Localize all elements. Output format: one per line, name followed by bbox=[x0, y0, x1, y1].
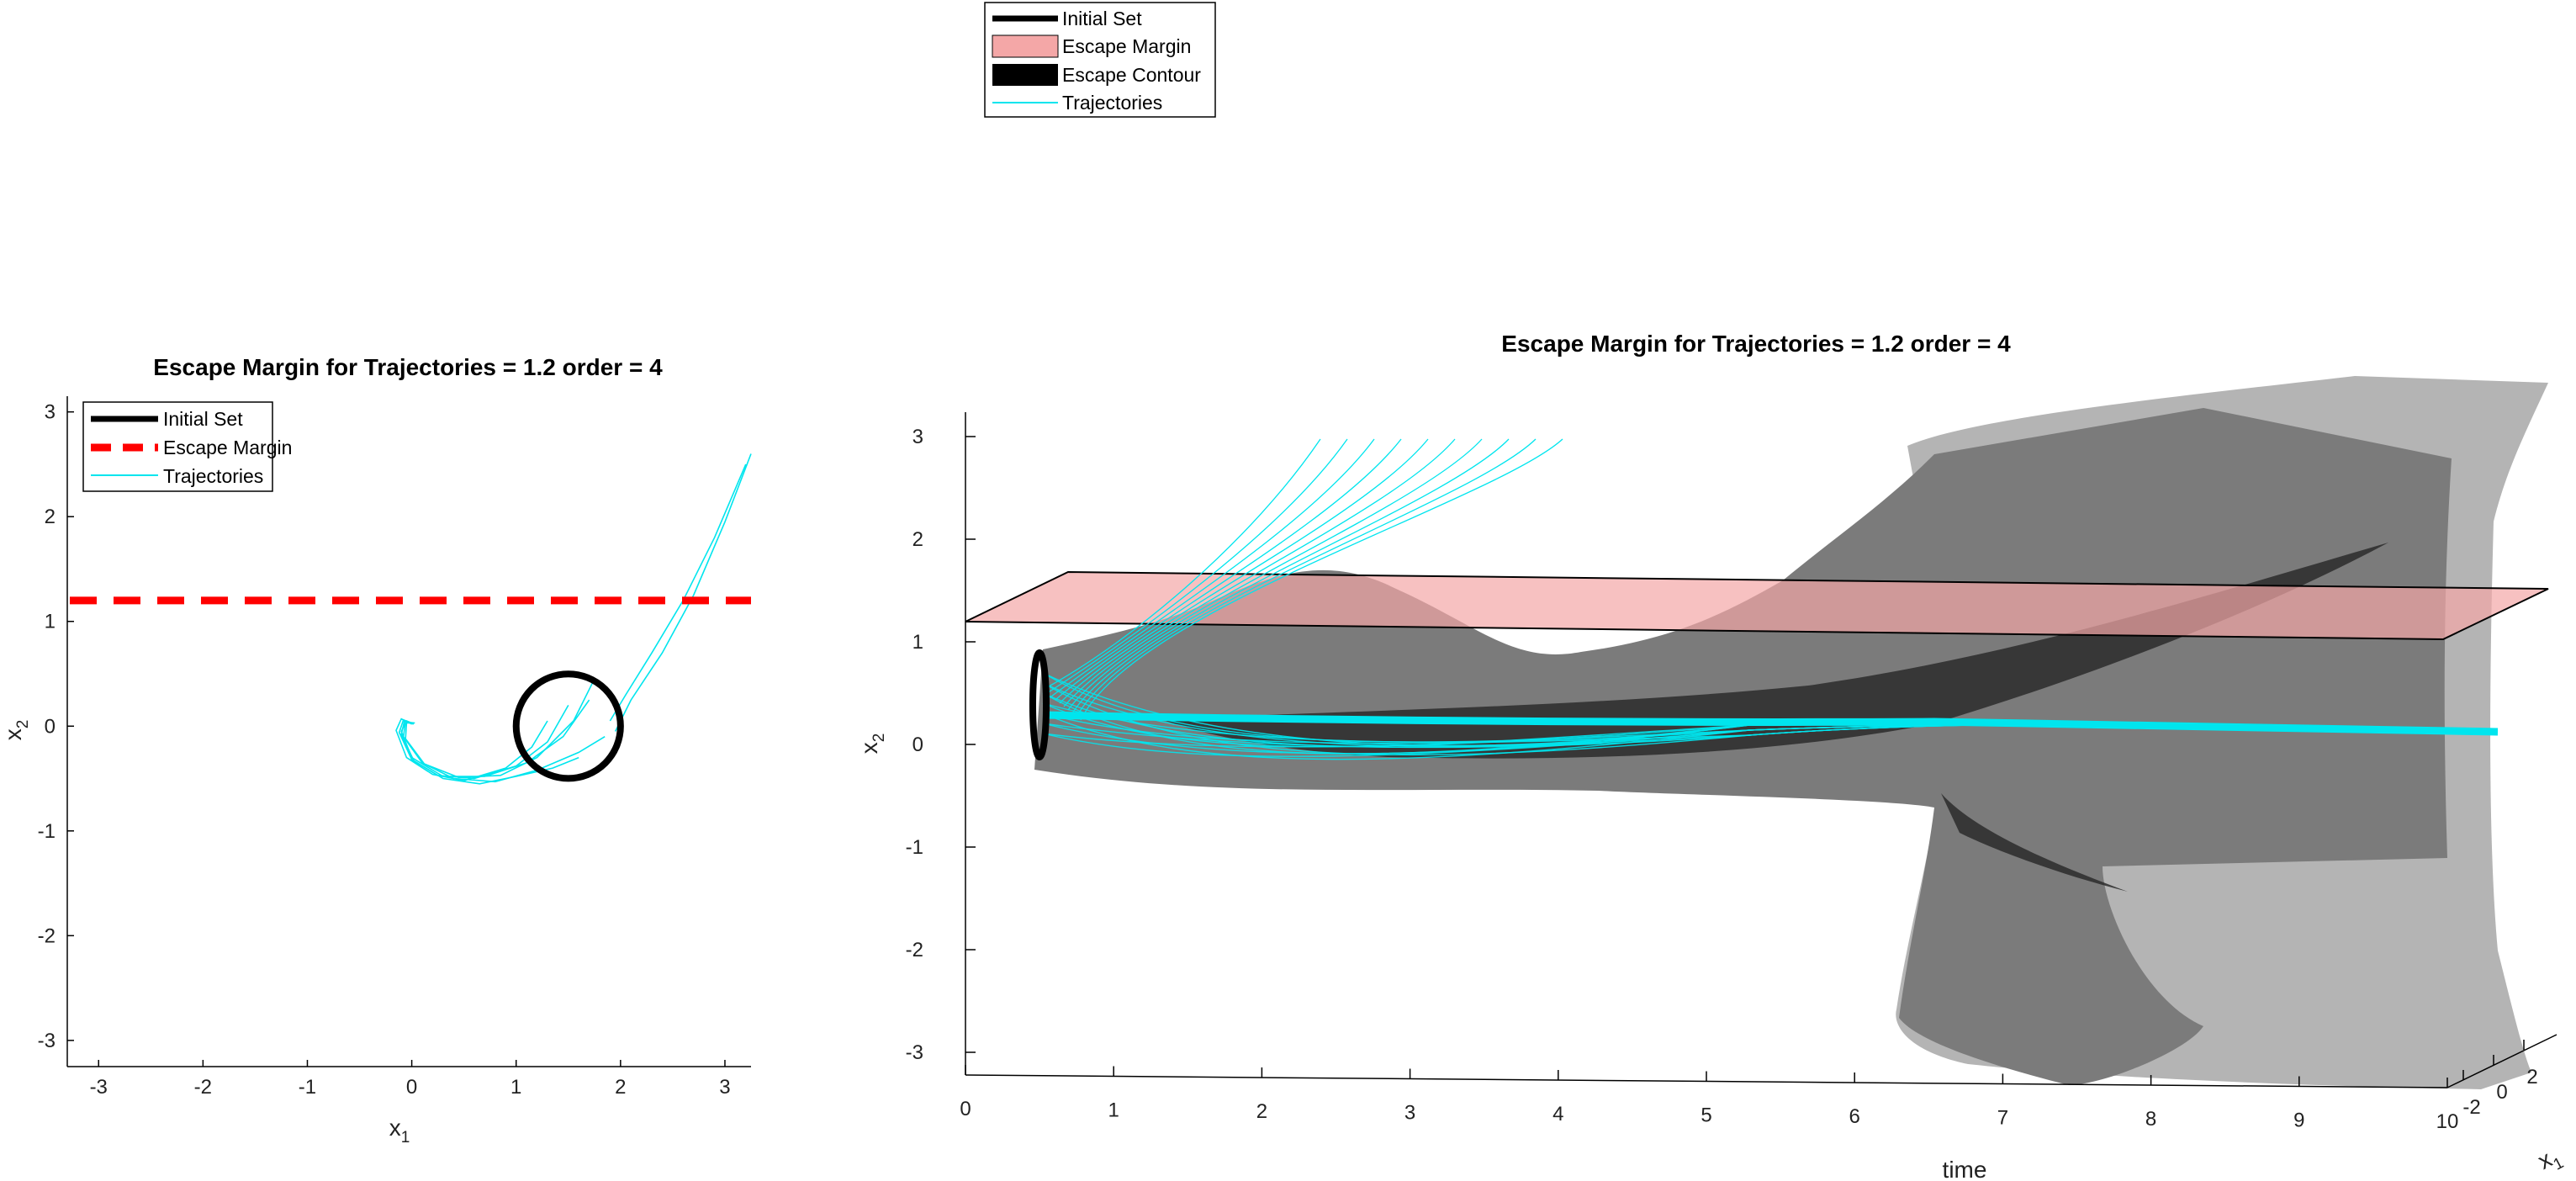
left-x-tick-label: 1 bbox=[510, 1076, 521, 1099]
right-x1-axis bbox=[2446, 1034, 2557, 1088]
right-x2-tick-label: 0 bbox=[912, 733, 923, 756]
right-time-tick-label: 4 bbox=[1552, 1103, 1563, 1125]
right-time-tick-label: 1 bbox=[1108, 1099, 1119, 1122]
trajectory-line bbox=[1076, 438, 1537, 718]
right-x1-axis-label: x1 bbox=[2533, 1141, 2567, 1179]
right-x1-tick-label: -2 bbox=[2462, 1096, 2480, 1119]
left-y-ticks: -3 -2 -1 0 1 2 3 bbox=[38, 401, 74, 1052]
left-y-tick-label: 0 bbox=[45, 715, 56, 738]
trajectory-bundle bbox=[1042, 711, 2499, 736]
trajectory-line bbox=[1071, 438, 1510, 714]
legend-escape-contour-swatch bbox=[992, 64, 1058, 86]
right-time-tick-label: 5 bbox=[1701, 1104, 1711, 1127]
right-x1-ticks: -2 02 bbox=[2462, 1040, 2538, 1119]
left-legend-trajectories-label: Trajectories bbox=[163, 465, 263, 487]
trajectory-line bbox=[609, 463, 747, 722]
escape-margin-plane bbox=[965, 570, 2549, 641]
left-x-ticks: -3 -2 -1 0 1 2 3 bbox=[90, 1060, 731, 1099]
legend-initial-set-label: Initial Set bbox=[1062, 8, 1142, 29]
right-time-tick-label: 6 bbox=[1849, 1105, 1860, 1128]
initial-set-ring bbox=[1029, 649, 1050, 760]
trajectory-line bbox=[1050, 438, 1375, 697]
trajectory-line bbox=[1055, 438, 1402, 701]
left-chart-title: Escape Margin for Trajectories = 1.2 ord… bbox=[153, 354, 663, 380]
legend-trajectories-label: Trajectories bbox=[1062, 92, 1162, 114]
left-legend-escape-margin-label: Escape Margin bbox=[163, 437, 292, 458]
legend-escape-margin-label: Escape Margin bbox=[1062, 35, 1191, 57]
right-time-axis-label: time bbox=[1943, 1157, 1987, 1181]
right-trajectories bbox=[1042, 438, 2499, 760]
right-x2-tick-label: -2 bbox=[906, 939, 923, 961]
right-time-tick-label: 8 bbox=[2145, 1108, 2156, 1131]
right-x2-tick-label: 1 bbox=[912, 631, 923, 654]
left-y-tick-label: -3 bbox=[38, 1030, 56, 1052]
left-x-tick-label: 2 bbox=[615, 1076, 626, 1099]
left-x-tick-label: -1 bbox=[299, 1076, 316, 1099]
left-y-tick-label: 3 bbox=[45, 401, 56, 424]
left-chart: Escape Margin for Trajectories = 1.2 ord… bbox=[0, 354, 752, 1147]
trajectory-line bbox=[1042, 438, 1321, 691]
legend-escape-contour-label: Escape Contour bbox=[1062, 64, 1201, 86]
trajectory-line bbox=[1080, 438, 1563, 721]
left-legend-initial-set-label: Initial Set bbox=[163, 408, 243, 430]
trajectory-line bbox=[402, 721, 606, 783]
right-x2-tick-label: -1 bbox=[906, 836, 923, 859]
initial-set-circle bbox=[512, 670, 624, 782]
right-time-tick-label: 2 bbox=[1256, 1100, 1267, 1123]
left-x-axis-label: x1 bbox=[389, 1115, 410, 1147]
right-time-ticks: 0 1 2 3 4 5 6 7 8 9 10 bbox=[960, 1065, 2458, 1133]
right-x2-tick-label: 2 bbox=[912, 528, 923, 551]
right-chart-title: Escape Margin for Trajectories = 1.2 ord… bbox=[1501, 331, 2011, 357]
legend-escape-margin-swatch bbox=[992, 34, 1059, 58]
trajectory-line bbox=[1063, 438, 1456, 707]
right-time-tick-label: 9 bbox=[2293, 1110, 2304, 1132]
trajectory-line bbox=[405, 678, 595, 779]
top-legend: Initial Set Escape Margin Escape Contour… bbox=[984, 2, 1216, 118]
right-time-tick-label: 3 bbox=[1404, 1102, 1415, 1125]
trajectory-line bbox=[1059, 438, 1429, 704]
left-x-tick-label: 0 bbox=[406, 1076, 417, 1099]
right-x1-tick-label: 2 bbox=[2526, 1066, 2537, 1088]
left-legend: Initial Set Escape Margin Trajectories bbox=[82, 401, 292, 492]
left-y-tick-label: 2 bbox=[45, 506, 56, 528]
right-time-tick-label: 10 bbox=[2436, 1110, 2459, 1133]
right-x2-tick-label: -3 bbox=[906, 1041, 923, 1064]
left-y-tick-label: -2 bbox=[38, 924, 56, 947]
right-chart: Escape Margin for Trajectories = 1.2 ord… bbox=[856, 331, 2567, 1181]
left-x-tick-label: -2 bbox=[194, 1076, 212, 1099]
right-time-tick-label: 0 bbox=[960, 1098, 971, 1120]
left-trajectories bbox=[395, 453, 752, 785]
left-y-tick-label: -1 bbox=[38, 820, 56, 843]
right-x2-axis-label: x2 bbox=[856, 733, 888, 755]
right-time-tick-label: 7 bbox=[1997, 1107, 2008, 1130]
trajectory-line bbox=[614, 453, 752, 732]
left-y-tick-label: 1 bbox=[45, 611, 56, 633]
trajectory-line bbox=[1067, 438, 1483, 711]
left-x-tick-label: -3 bbox=[90, 1076, 108, 1099]
left-x-tick-label: 3 bbox=[719, 1076, 730, 1099]
trajectory-line bbox=[1046, 438, 1348, 694]
right-x1-tick-label: 0 bbox=[2496, 1081, 2507, 1104]
right-x2-ticks: -3 -2 -1 0 1 2 3 bbox=[906, 426, 976, 1064]
right-x2-tick-label: 3 bbox=[912, 426, 923, 448]
left-y-axis-label: x2 bbox=[0, 720, 32, 741]
